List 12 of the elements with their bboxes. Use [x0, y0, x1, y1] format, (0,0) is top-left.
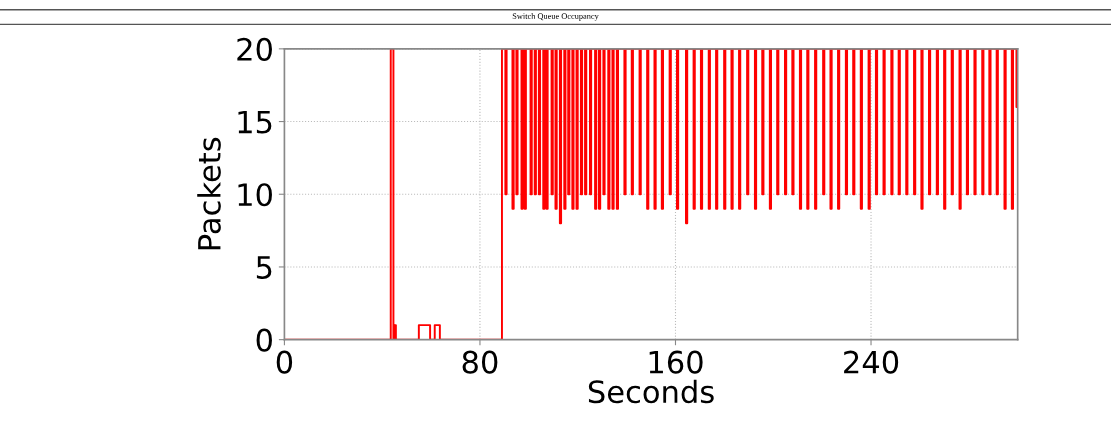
y-tick-label: 10 — [238, 183, 272, 207]
chart-title: Switch Queue Occupancy — [512, 13, 599, 21]
x-tick-label: 160 — [649, 350, 703, 374]
x-axis-title: Seconds — [588, 379, 714, 404]
y-tick-label: 0 — [256, 328, 272, 352]
y-tick-label: 20 — [237, 37, 272, 61]
y-tick-label: 15 — [238, 110, 272, 134]
x-tick-label: 80 — [462, 350, 498, 374]
y-tick-label: 5 — [256, 256, 272, 279]
y-axis-title: Packets — [197, 137, 221, 250]
x-tick-label: 240 — [844, 350, 899, 374]
x-tick-label: 0 — [276, 350, 293, 374]
